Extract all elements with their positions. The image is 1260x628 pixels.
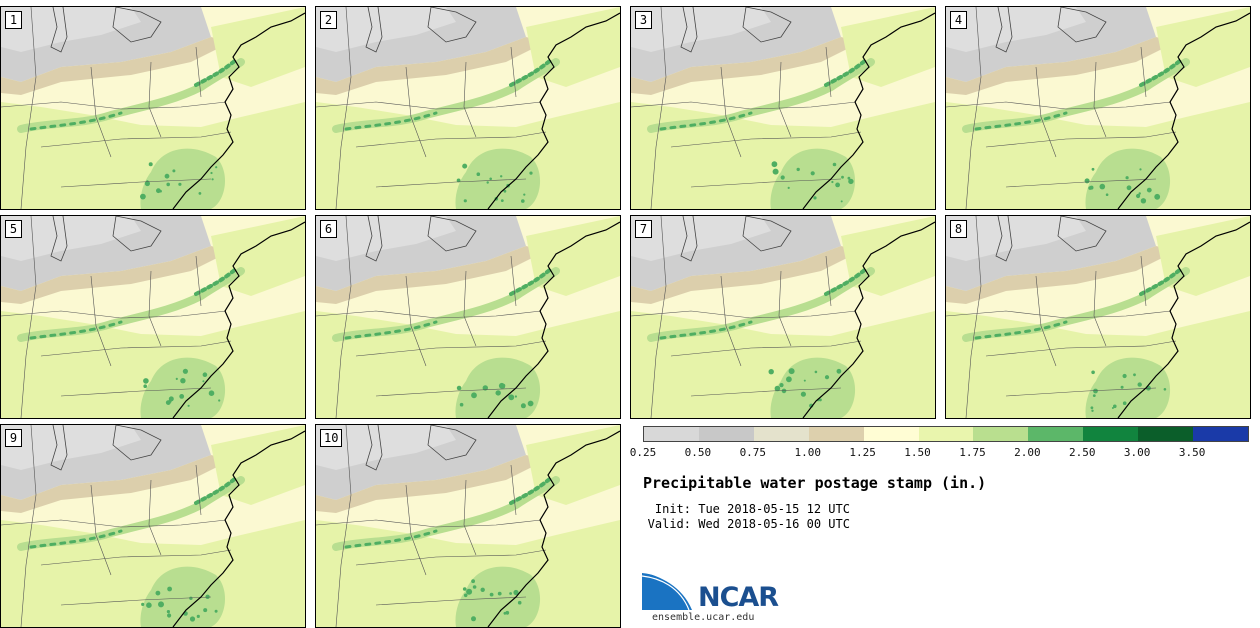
member-number-label: 9 <box>5 429 22 447</box>
colorbar-segment <box>1083 427 1139 441</box>
colorbar-tick-label: 0.25 <box>629 446 657 459</box>
ncar-logo-icon <box>642 571 695 611</box>
valid-time-row: Valid: Wed 2018-05-16 00 UTC <box>643 517 850 531</box>
colorbar-tick-label: 3.50 <box>1178 446 1206 459</box>
colorbar <box>643 426 1249 442</box>
colorbar-segment <box>973 427 1029 441</box>
precipitable-water-map <box>631 216 935 418</box>
colorbar-segment <box>808 427 864 441</box>
colorbar-segment <box>698 427 754 441</box>
precipitable-water-map <box>1 216 305 418</box>
member-map-panel: 5 <box>0 215 306 419</box>
colorbar-segment <box>918 427 974 441</box>
member-number-label: 3 <box>635 11 652 29</box>
colorbar-tick-labels: 0.25 0.50 0.75 1.00 1.25 1.50 1.75 2.00 2.50 3.00… <box>630 446 1250 460</box>
logo-wordmark: NCAR <box>698 582 779 613</box>
precipitable-water-map <box>631 7 935 209</box>
precipitable-water-map <box>1 7 305 209</box>
colorbar-segment <box>1138 427 1194 441</box>
valid-label: Valid: <box>647 517 691 531</box>
precipitable-water-map <box>946 7 1250 209</box>
colorbar-segment <box>863 427 919 441</box>
member-number-label: 8 <box>950 220 967 238</box>
init-time-row: Init: Tue 2018-05-15 12 UTC <box>643 502 850 516</box>
colorbar-segment <box>1193 427 1248 441</box>
colorbar-tick-label: 0.50 <box>684 446 712 459</box>
member-number-label: 10 <box>320 429 343 447</box>
member-map-panel: 6 <box>315 215 621 419</box>
member-map-panel: 8 <box>945 215 1251 419</box>
precipitable-water-map <box>316 7 620 209</box>
member-map-panel: 10 <box>315 424 621 628</box>
precipitable-water-map <box>1 425 305 627</box>
logo-url: ensemble.ucar.edu <box>652 612 755 623</box>
colorbar-tick-label: 0.75 <box>739 446 767 459</box>
colorbar-tick-label: 2.00 <box>1014 446 1041 459</box>
member-number-label: 5 <box>5 220 22 238</box>
member-map-panel: 1 <box>0 6 306 210</box>
init-time: Tue 2018-05-15 12 UTC <box>698 502 850 516</box>
member-map-panel: 9 <box>0 424 306 628</box>
member-number-label: 7 <box>635 220 652 238</box>
init-label: Init: <box>654 502 691 516</box>
colorbar-tick-label: 1.25 <box>849 446 876 459</box>
member-map-panel: 3 <box>630 6 936 210</box>
member-number-label: 2 <box>320 11 337 29</box>
member-map-panel: 4 <box>945 6 1251 210</box>
colorbar-segment <box>753 427 809 441</box>
colorbar-segment <box>644 427 699 441</box>
colorbar-tick-label: 1.00 <box>794 446 821 459</box>
member-map-panel: 7 <box>630 215 936 419</box>
valid-time: Wed 2018-05-16 00 UTC <box>698 517 850 531</box>
figure-title: Precipitable water postage stamp (in.) <box>643 474 987 492</box>
member-number-label: 4 <box>950 11 967 29</box>
colorbar-segment <box>1028 427 1084 441</box>
member-number-label: 6 <box>320 220 337 238</box>
colorbar-tick-label: 2.50 <box>1069 446 1096 459</box>
precipitable-water-map <box>946 216 1250 418</box>
precipitable-water-map <box>316 216 620 418</box>
precipitable-water-map <box>316 425 620 627</box>
colorbar-tick-label: 1.75 <box>959 446 986 459</box>
member-map-panel: 2 <box>315 6 621 210</box>
member-number-label: 1 <box>5 11 22 29</box>
colorbar-tick-label: 3.00 <box>1123 446 1151 459</box>
colorbar-tick-label: 1.50 <box>904 446 931 459</box>
